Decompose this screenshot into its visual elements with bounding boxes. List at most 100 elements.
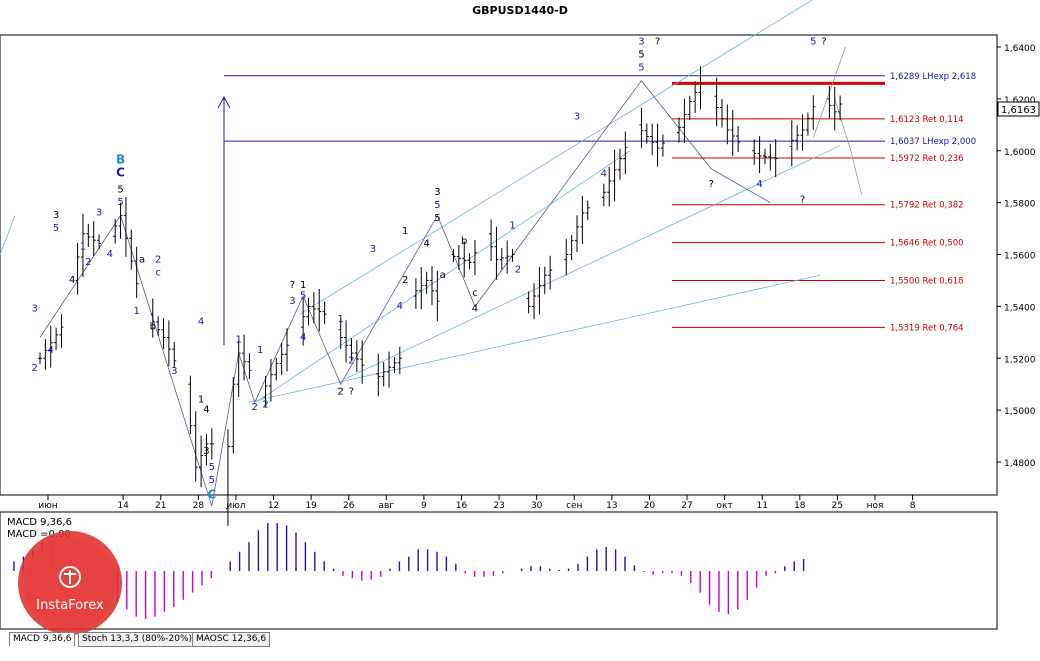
wave-label: 2: [252, 402, 258, 413]
tab-maosc[interactable]: MAOSC 12,36,6: [192, 632, 271, 647]
x-tick-label: 12: [268, 501, 279, 511]
wave-label: 4: [756, 179, 762, 190]
level-label: 1,5792 Ret 0,382: [890, 201, 964, 211]
wave-label: ?: [655, 36, 660, 47]
x-tick-label: 16: [456, 501, 468, 511]
wave-label: 5: [638, 49, 644, 60]
x-tick-label: 21: [155, 501, 166, 511]
current-price-label: 1,6163: [1001, 105, 1036, 116]
y-tick-label: 1,5400: [1004, 303, 1036, 313]
wave-label: 5: [209, 462, 215, 473]
wave-label: 1: [300, 280, 306, 291]
instaforex-logo: InstaForex: [18, 531, 122, 635]
wave-label: 5: [434, 213, 440, 224]
wave-label: 2: [31, 363, 37, 374]
main-plot-frame: [0, 34, 998, 496]
x-tick-label: 9: [421, 501, 427, 511]
y-tick-label: 1,6000: [1004, 148, 1036, 158]
tab-macd[interactable]: MACD 9,36,6: [9, 632, 76, 647]
wave-label: c: [472, 288, 478, 299]
y-tick-label: 1,5000: [1004, 407, 1036, 417]
wave-label: 3: [31, 304, 37, 315]
wave-label: 5: [638, 62, 644, 73]
macd-label: MACD 9,36,6: [7, 517, 72, 528]
y-tick-label: 1,5800: [1004, 200, 1036, 210]
wave-label: 2: [348, 355, 354, 366]
x-tick-label: 11: [756, 501, 767, 511]
current-price-badge: [997, 101, 1040, 117]
level-label: 1,6289 LHexp 2,618: [890, 72, 976, 82]
wave-label: 4: [203, 405, 209, 416]
y-tick-label: 1,5200: [1004, 355, 1036, 365]
indicator-frame: [0, 511, 998, 630]
wave-label: c: [155, 267, 161, 278]
wave-zigzag: [39, 80, 771, 507]
x-tick-label: 14: [117, 501, 129, 511]
logo-text: InstaForex: [36, 598, 104, 613]
y-tick-label: 1,6400: [1004, 44, 1036, 54]
wave-label: C: [207, 487, 216, 501]
x-tick-label: 26: [343, 501, 355, 511]
wave-label: 5: [117, 184, 123, 195]
wave-label: 3: [370, 244, 376, 255]
wave-label: 4: [300, 332, 306, 343]
wave-label: 2: [402, 275, 408, 286]
wave-label: 3: [289, 296, 295, 307]
wave-label: 1: [509, 221, 515, 232]
x-tick-label: 27: [681, 501, 692, 511]
wave-label: ?: [821, 36, 826, 47]
wave-label: 1: [198, 394, 204, 405]
projection-arrow-head: [217, 95, 231, 109]
wave-label: 3: [171, 366, 177, 377]
wave-label: 2: [262, 400, 268, 411]
wave-label: 1: [133, 306, 139, 317]
wave-label: 5: [53, 223, 59, 234]
channel-line: [299, 0, 813, 315]
chart-title: GBPUSD1440-D: [472, 4, 568, 17]
x-tick-label: ноя: [867, 501, 884, 511]
wave-label: ?: [800, 195, 805, 206]
macd-histogram: [13, 523, 805, 619]
channel-line: [247, 274, 821, 403]
y-tick-label: 1,5600: [1004, 252, 1036, 262]
x-axis: июн 14 21 28 июл 12 19 26 авг 9 16 23 30 сен 13 20 27 окт…: [38, 495, 916, 511]
wave-label: a: [139, 254, 145, 265]
logo-mark-icon: [59, 566, 81, 588]
x-tick-label: 20: [644, 501, 656, 511]
x-tick-label: сен: [566, 501, 582, 511]
wave-label: 4: [107, 249, 113, 260]
x-tick-label: 30: [531, 501, 543, 511]
x-tick-label: 19: [305, 501, 317, 511]
wave-label: 1: [257, 345, 263, 356]
channel-line: [344, 145, 841, 380]
wave-label: 4: [69, 275, 75, 286]
wave-label: 5: [434, 200, 440, 211]
wave-label: 4: [48, 345, 54, 356]
wave-label: 4: [397, 301, 403, 312]
y-tick-label: 1,4800: [1004, 459, 1036, 469]
wave-label: 5: [209, 475, 215, 486]
wave-label: 2: [85, 257, 91, 268]
wave-label: 1: [80, 241, 86, 252]
macd-value-label: MACD =0,00: [7, 529, 71, 540]
price-bars-layer: [38, 66, 843, 526]
wave-label: 4: [472, 304, 478, 315]
channel-line: [0, 215, 16, 255]
level-label: 1,6037 LHexp 2,000: [890, 137, 976, 147]
wave-label: ?: [709, 179, 714, 190]
wave-label: 3: [574, 112, 580, 123]
wave-label: 1: [338, 314, 344, 325]
y-axis: 1,6400 1,6200 1,6000 1,5800 1,5600 1,5400 1,52…: [997, 44, 1036, 469]
wave-label: 3: [96, 208, 102, 219]
wave-label: 5: [117, 197, 123, 208]
wave-label: 3: [638, 36, 644, 47]
wave-label: C: [116, 166, 125, 180]
wave-label: 2: [338, 387, 344, 398]
wave-label: 5: [300, 291, 306, 302]
x-tick-label: июл: [226, 501, 245, 511]
tab-stoch[interactable]: Stoch 13,3,3 (80%-20%): [78, 632, 197, 647]
x-tick-label: июн: [38, 501, 57, 511]
x-tick-label: 25: [832, 501, 843, 511]
